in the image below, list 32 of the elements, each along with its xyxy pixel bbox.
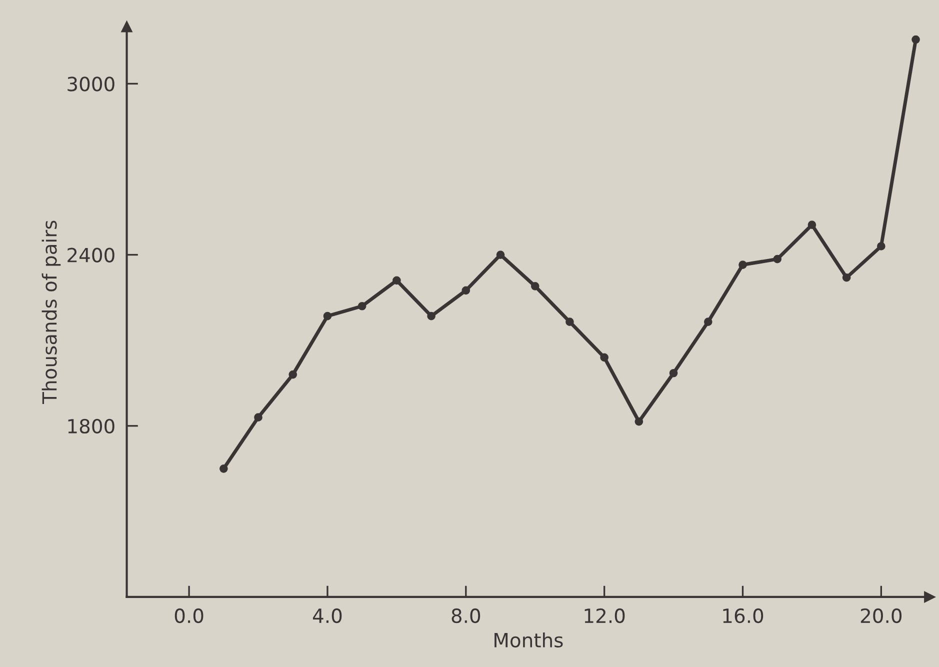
point	[496, 250, 505, 259]
y-axis-title: Thousands of pairs	[42, 220, 61, 404]
point	[738, 260, 747, 269]
point	[773, 254, 782, 264]
point	[876, 242, 886, 250]
point	[566, 318, 574, 326]
point	[912, 35, 920, 44]
point	[358, 302, 366, 310]
x-tick-label: 8.0	[452, 608, 480, 624]
point	[669, 368, 678, 378]
y-tick-label: 3000	[68, 76, 114, 92]
x-axis-title: Months	[494, 632, 563, 648]
point	[392, 276, 401, 285]
point	[704, 318, 712, 326]
point	[462, 286, 470, 295]
x-tick-label: 4.0	[312, 608, 342, 624]
x-tick-label: 20.0	[860, 608, 902, 624]
point	[842, 273, 851, 282]
point	[808, 220, 816, 230]
point	[254, 413, 262, 422]
y-tick-label: 1800	[68, 418, 114, 434]
point	[600, 353, 608, 362]
point	[634, 417, 644, 426]
point	[288, 370, 298, 379]
point	[530, 282, 540, 290]
x-tick-label: 16.0	[723, 608, 764, 624]
x-tick-label: 0.0	[174, 608, 204, 624]
x-tick-label: 12.0	[584, 608, 625, 624]
point	[427, 312, 436, 320]
point	[323, 312, 332, 320]
point	[219, 464, 228, 473]
y-tick-label: 2400	[68, 248, 114, 262]
